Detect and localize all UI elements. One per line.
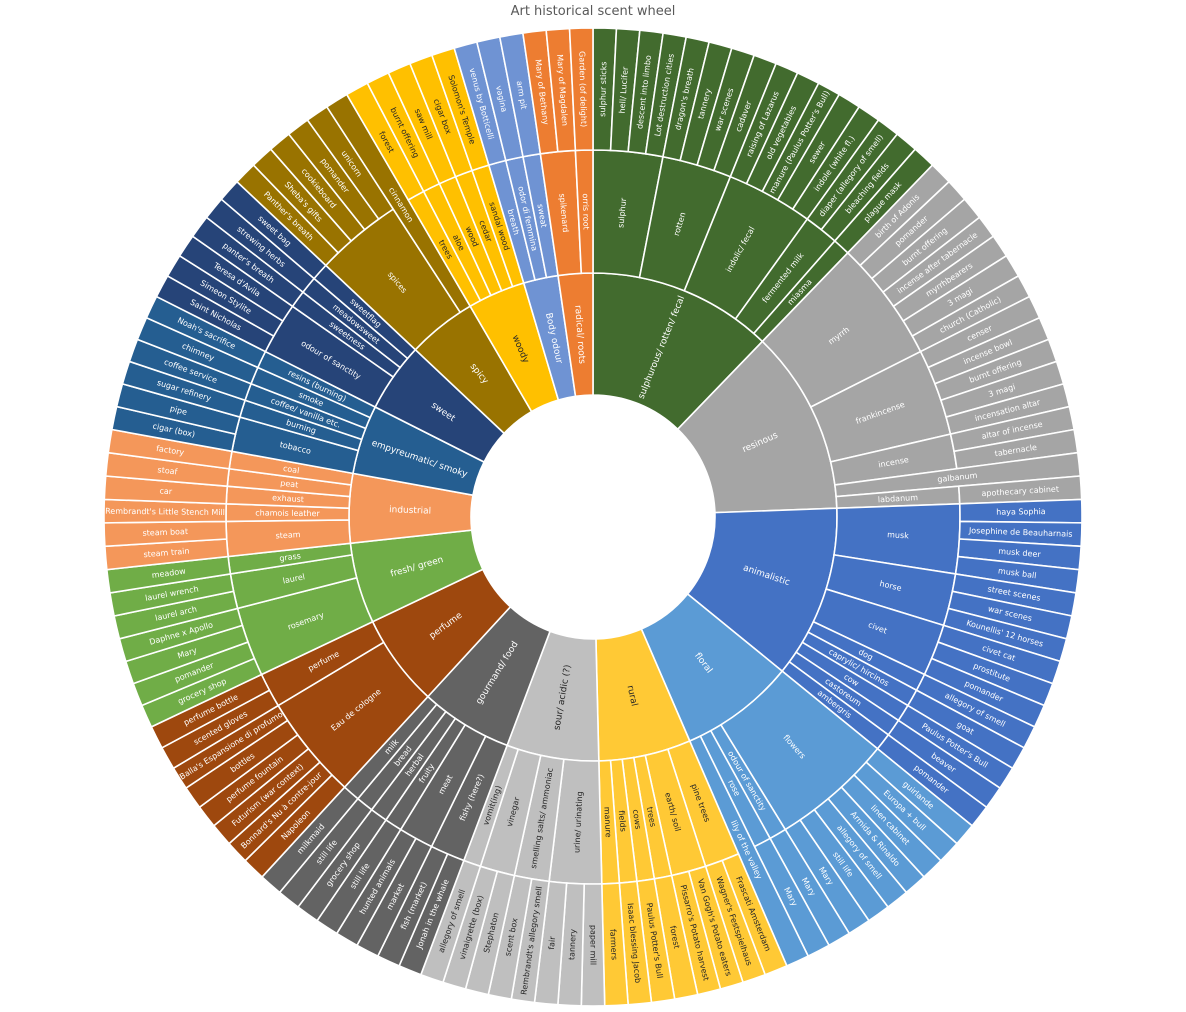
leaf-segment[interactable] <box>958 498 1083 524</box>
leaf-segment[interactable] <box>568 27 594 152</box>
leaf-segment[interactable] <box>580 883 606 1007</box>
chart-title: Art historical scent wheel <box>510 4 676 19</box>
